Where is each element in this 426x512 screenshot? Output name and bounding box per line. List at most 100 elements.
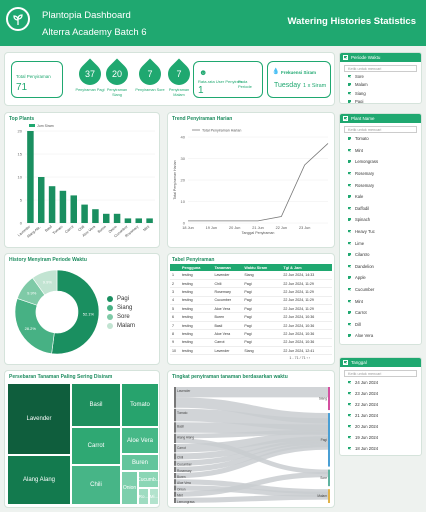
checkbox[interactable] xyxy=(347,229,352,235)
checkbox[interactable] xyxy=(347,275,352,281)
plant-filter-list: Tomato Mint Lemongrass Rosemary Rosemary Kale… xyxy=(340,133,421,342)
treemap-tile[interactable]: Tomato xyxy=(121,383,159,427)
treemap-tile[interactable]: Alang Alang xyxy=(7,455,71,505)
table-pagination[interactable]: 1 - 71 / 71 ‹ › xyxy=(289,356,310,361)
checkbox[interactable] xyxy=(347,263,352,269)
table-row[interactable]: 7 testing Basil Pagi 22 Jun 2024, 10:36 xyxy=(170,321,332,331)
treemap-tile[interactable]: Chili xyxy=(71,465,121,505)
table-row[interactable]: 1 testing Lavender Siang 22 Jun 2024, 14:33 xyxy=(170,271,332,280)
select-all-checkbox[interactable] xyxy=(343,360,348,365)
col-date[interactable]: Tgl & Jam xyxy=(281,264,332,271)
checkbox[interactable] xyxy=(347,171,352,177)
filter-item[interactable]: 18 Jun 2024 xyxy=(340,443,421,454)
sankey-node-label: Siang xyxy=(319,397,327,401)
filter-item[interactable]: Rosemary xyxy=(340,168,421,180)
filter-item[interactable]: 21 Jun 2024 xyxy=(340,410,421,421)
table-row[interactable]: 9 testing Carrot Pagi 22 Jun 2024, 10:36 xyxy=(170,338,332,348)
date-filter-header[interactable]: Tanggal xyxy=(340,358,421,367)
checkbox[interactable] xyxy=(347,413,352,418)
checkbox[interactable] xyxy=(347,424,352,429)
col-plant[interactable]: Tanaman xyxy=(212,264,243,271)
select-all-checkbox[interactable] xyxy=(343,55,348,60)
checkbox[interactable] xyxy=(347,194,352,200)
checkbox[interactable] xyxy=(347,310,352,316)
sankey-node-label: Aloe Vera xyxy=(177,481,191,485)
checkbox[interactable] xyxy=(347,136,352,142)
checkbox[interactable] xyxy=(347,240,352,246)
treemap-tile[interactable]: Mi... xyxy=(149,488,159,505)
filter-item[interactable]: 23 Jun 2024 xyxy=(340,388,421,399)
filter-item[interactable]: 19 Jun 2024 xyxy=(340,432,421,443)
checkbox[interactable] xyxy=(347,205,352,211)
table-row[interactable]: 3 testing Rosemary Pagi 22 Jun 2024, 11:29 xyxy=(170,287,332,297)
filter-item[interactable]: Lemongrass xyxy=(340,156,421,168)
checkbox[interactable] xyxy=(347,147,352,153)
filter-item[interactable]: Tomato xyxy=(340,133,421,145)
filter-item[interactable]: 20 Jun 2024 xyxy=(340,421,421,432)
treemap-tile[interactable]: Aloe Vera xyxy=(121,427,159,454)
filter-item[interactable]: Malam xyxy=(340,81,421,90)
filter-item[interactable]: 24 Jun 2024 xyxy=(340,377,421,388)
checkbox[interactable] xyxy=(347,159,352,165)
filter-item[interactable]: Heavy Tuc xyxy=(340,226,421,238)
col-time[interactable]: Waktu Siram xyxy=(242,264,282,271)
treemap-tile[interactable]: Cucumb... xyxy=(137,471,160,488)
filter-item[interactable]: Carrot xyxy=(340,307,421,319)
select-all-checkbox[interactable] xyxy=(343,116,348,121)
trend-line xyxy=(188,143,329,222)
checkbox[interactable] xyxy=(347,333,352,339)
table-row[interactable]: 10 testing Lavender Siang 22 Jun 2024, 12:41 xyxy=(170,346,332,356)
checkbox[interactable] xyxy=(347,380,352,385)
drop-malam-label: Penyiraman Malam xyxy=(168,88,190,97)
period-filter-header[interactable]: Periode Waktu xyxy=(340,53,421,62)
filter-item[interactable]: Dandelion xyxy=(340,261,421,273)
table-row[interactable]: 6 testing Buren Pagi 22 Jun 2024, 10:36 xyxy=(170,312,332,322)
checkbox[interactable] xyxy=(347,99,352,103)
treemap-tile[interactable]: Onion xyxy=(121,471,138,505)
checkbox[interactable] xyxy=(347,287,352,293)
col-user[interactable]: Pengguna xyxy=(180,264,213,271)
checkbox[interactable] xyxy=(347,298,352,304)
table-cell: 5 xyxy=(170,304,180,314)
filter-item[interactable]: Pagi xyxy=(340,98,421,103)
treemap-tile[interactable]: Ro... xyxy=(138,488,149,505)
plant-filter-header[interactable]: Plant Name xyxy=(340,114,421,123)
filter-item[interactable]: Mint xyxy=(340,295,421,307)
filter-item[interactable]: Apple xyxy=(340,272,421,284)
filter-item[interactable]: Sore xyxy=(340,72,421,81)
filter-item[interactable]: Dill xyxy=(340,319,421,331)
checkbox[interactable] xyxy=(347,73,352,79)
checkbox[interactable] xyxy=(347,90,352,96)
filter-item[interactable]: Mint xyxy=(340,145,421,157)
filter-item[interactable]: Cucumber xyxy=(340,284,421,296)
filter-item[interactable]: Siang xyxy=(340,89,421,98)
checkbox[interactable] xyxy=(347,321,352,327)
checkbox[interactable] xyxy=(347,252,352,258)
table-row[interactable]: 8 testing Aloe Vera Pagi 22 Jun 2024, 10:36 xyxy=(170,329,332,339)
plant-search-input[interactable]: Ketik untuk mencari xyxy=(344,126,417,133)
filter-item[interactable]: Spinach xyxy=(340,214,421,226)
checkbox[interactable] xyxy=(347,182,352,188)
filter-item[interactable]: Daffodil xyxy=(340,203,421,215)
treemap-tile[interactable]: Carrot xyxy=(71,427,121,465)
checkbox[interactable] xyxy=(347,82,352,88)
treemap-tile[interactable]: Buren xyxy=(121,454,159,471)
checkbox[interactable] xyxy=(347,446,352,451)
table-row[interactable]: 5 testing Aloe Vera Pagi 22 Jun 2024, 11:29 xyxy=(170,304,332,314)
checkbox[interactable] xyxy=(347,217,352,223)
checkbox[interactable] xyxy=(347,402,352,407)
checkbox[interactable] xyxy=(347,435,352,440)
checkbox[interactable] xyxy=(347,391,352,396)
filter-item[interactable]: Lime xyxy=(340,237,421,249)
table-row[interactable]: 4 testing Cucumber Pagi 22 Jun 2024, 11:29 xyxy=(170,296,332,306)
treemap-tile[interactable]: Basil xyxy=(71,383,121,427)
treemap-tile[interactable]: Lavender xyxy=(7,383,71,455)
date-search-input[interactable]: Ketik untuk mencari xyxy=(344,370,417,377)
period-search-input[interactable]: Ketik untuk mencari xyxy=(344,65,417,72)
filter-item[interactable]: Cilantro xyxy=(340,249,421,261)
filter-item[interactable]: Rosemary xyxy=(340,179,421,191)
table-row[interactable]: 2 testing Chili Pagi 22 Jun 2024, 11:29 xyxy=(170,279,332,289)
filter-item[interactable]: 22 Jun 2024 xyxy=(340,399,421,410)
filter-item[interactable]: Kale xyxy=(340,191,421,203)
filter-item[interactable]: Aloe Vera xyxy=(340,330,421,342)
